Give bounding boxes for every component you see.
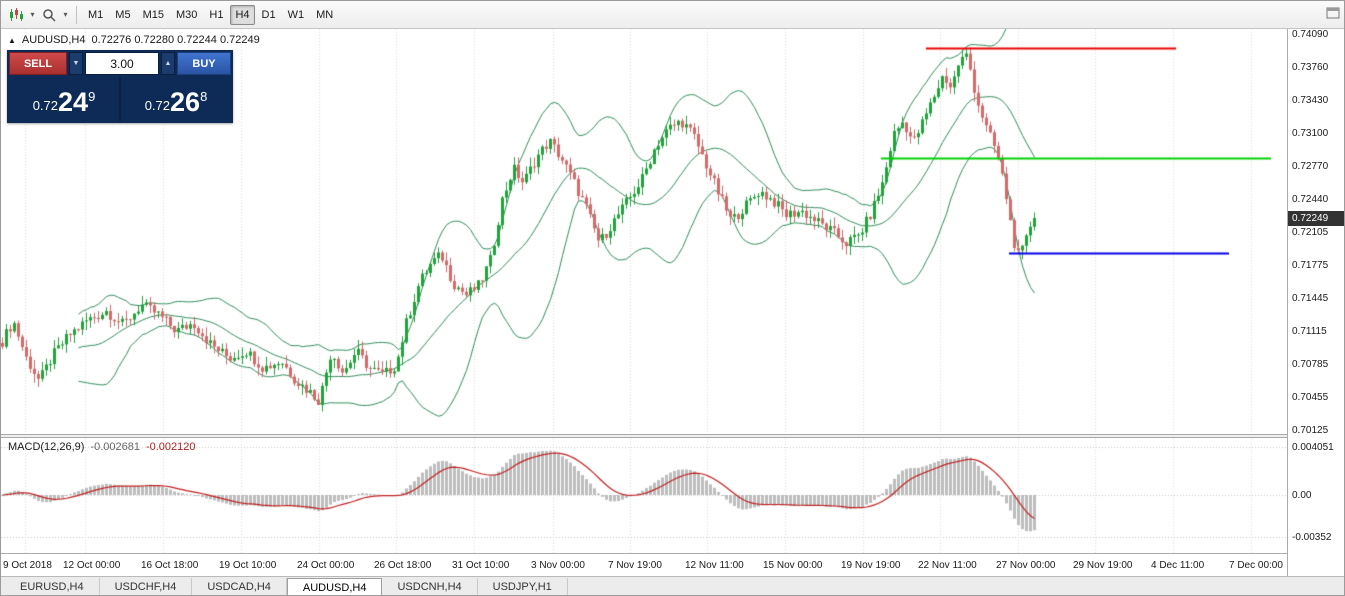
main-chart-area[interactable]: ▲ AUDUSD,H4 0.72276 0.72280 0.72244 0.72…	[1, 29, 1287, 434]
trade-panel-prices: 0.72 24 9 0.72 26 8	[9, 77, 231, 121]
price-axis-label: 0.72105	[1292, 227, 1329, 238]
time-axis[interactable]: 9 Oct 2018 12 Oct 00:00 16 Oct 18:00 19 Oct…	[1, 553, 1287, 576]
time-axis-label: 29 Nov 19:00	[1073, 560, 1133, 571]
macd-header: MACD(12,26,9) -0.002681 -0.002120	[8, 441, 196, 453]
time-axis-label: 26 Oct 18:00	[374, 560, 432, 571]
time-axis-label: 16 Oct 18:00	[141, 560, 199, 571]
window-panel-icon	[1326, 7, 1340, 19]
zoom-dropdown-icon[interactable]: ▾	[63, 10, 68, 19]
price-axis-label: 0.73100	[1292, 128, 1329, 139]
trade-panel-divider	[119, 77, 121, 121]
price-axis-label: 0.72440	[1292, 194, 1329, 205]
price-axis-label: 0.74090	[1292, 29, 1329, 40]
chart-tab-usdjpy-h1[interactable]: USDJPY,H1	[478, 578, 568, 595]
caret-up-icon: ▲	[164, 60, 172, 67]
macd-axis-label: 0.00	[1292, 490, 1312, 501]
indicator-panel-separator[interactable]	[1, 434, 1287, 438]
timeframe-button-d1[interactable]: D1	[261, 8, 276, 21]
time-axis-label: 12 Oct 00:00	[63, 560, 121, 571]
time-axis-label: 27 Nov 00:00	[996, 560, 1056, 571]
symbol-name: AUDUSD,H4	[21, 34, 86, 46]
current-price-badge: 0.72249	[1288, 211, 1344, 226]
price-axis-label: 0.73430	[1292, 95, 1329, 106]
chart-tab-eurusd-h4[interactable]: EURUSD,H4	[5, 578, 100, 595]
price-axis-label: 0.72770	[1292, 161, 1329, 172]
time-axis-label: 12 Nov 11:00	[685, 560, 744, 571]
buy-price-pips: 26	[170, 87, 201, 118]
chart-type-button[interactable]	[5, 4, 27, 26]
price-axis-label: 0.71115	[1292, 326, 1327, 337]
one-click-trade-panel: SELL ▼ 3.00 ▲ BUY 0.72 24 9 0.72 26 8	[7, 50, 233, 123]
zoom-button[interactable]	[38, 4, 60, 26]
sell-price-display: 0.72 24 9	[9, 77, 119, 121]
chart-tab-usdcnh-h4[interactable]: USDCNH,H4	[382, 578, 478, 595]
buy-price-display: 0.72 26 8	[121, 77, 231, 121]
time-axis-label: 9 Oct 2018	[3, 560, 52, 571]
time-axis-label: 15 Nov 00:00	[763, 560, 823, 571]
price-axis-label: 0.70785	[1292, 359, 1329, 370]
time-axis-label: 22 Nov 11:00	[918, 560, 977, 571]
magnifier-icon	[43, 8, 56, 22]
sell-price-base: 0.72	[32, 98, 59, 113]
price-axis-label: 0.71775	[1292, 260, 1329, 271]
macd-panel[interactable]: MACD(12,26,9) -0.002681 -0.002120	[1, 438, 1287, 553]
buy-button[interactable]: BUY	[177, 52, 231, 75]
sell-price-pipette: 9	[88, 89, 96, 104]
volume-input[interactable]: 3.00	[85, 52, 159, 75]
price-axis-label: 0.70125	[1292, 425, 1329, 436]
symbol-marker-icon: ▲	[8, 35, 16, 45]
chart-tab-usdchf-h4[interactable]: USDCHF,H4	[100, 578, 193, 595]
symbol-header: ▲ AUDUSD,H4 0.72276 0.72280 0.72244 0.72…	[8, 34, 260, 46]
chart-type-dropdown-icon[interactable]: ▾	[30, 10, 35, 19]
buy-price-pipette: 8	[200, 89, 208, 104]
time-axis-label: 19 Oct 10:00	[219, 560, 277, 571]
time-axis-label: 31 Oct 10:00	[452, 560, 510, 571]
buy-price-base: 0.72	[144, 98, 171, 113]
sell-button[interactable]: SELL	[9, 52, 67, 75]
price-axis-label: 0.73760	[1292, 62, 1329, 73]
timeframe-button-h1[interactable]: H1	[209, 8, 224, 21]
time-axis-label: 4 Dec 11:00	[1151, 560, 1205, 571]
price-axis-label: 0.70455	[1292, 392, 1329, 403]
caret-down-icon: ▼	[72, 60, 80, 67]
chart-tab-audusd-h4[interactable]: AUDUSD,H4	[286, 578, 383, 595]
volume-decrease-button[interactable]: ▼	[69, 52, 83, 75]
timeframe-button-h4[interactable]: H4	[230, 4, 255, 25]
time-axis-label: 19 Nov 19:00	[841, 560, 901, 571]
macd-name: MACD(12,26,9)	[8, 441, 85, 453]
timeframe-group: M1 M5 M15 M30 H1 H4 D1 W1 MN	[82, 4, 339, 25]
price-axis[interactable]: 0.72249 0.74090 0.73760 0.73430 0.73100 0.72…	[1287, 29, 1344, 576]
macd-canvas[interactable]	[1, 438, 1287, 553]
timeframe-button-m5[interactable]: M5	[115, 8, 131, 21]
macd-signal-value: -0.002120	[145, 441, 196, 453]
macd-axis-label: -0.00352	[1292, 532, 1332, 543]
candlestick-chart-icon	[10, 7, 23, 21]
timeframe-button-m1[interactable]: M1	[88, 8, 104, 21]
chart-toolbar: ▾ ▾ M1 M5 M15 M30 H1 H4 D1 W1 MN	[1, 1, 1344, 29]
time-axis-label: 24 Oct 00:00	[297, 560, 355, 571]
price-axis-label: 0.71445	[1292, 293, 1329, 304]
chart-tab-usdcad-h4[interactable]: USDCAD,H4	[192, 578, 287, 595]
toolbar-separator	[76, 5, 77, 24]
macd-axis-label: 0.004051	[1292, 442, 1334, 453]
timeframe-button-w1[interactable]: W1	[287, 8, 305, 21]
timeframe-button-m30[interactable]: M30	[175, 8, 198, 21]
timeframe-button-m15[interactable]: M15	[142, 8, 164, 21]
tab-bar: EURUSD,H4 USDCHF,H4 USDCAD,H4 AUDUSD,H4 USDC…	[1, 576, 1344, 595]
macd-main-value: -0.002681	[90, 441, 140, 453]
symbol-ohlc-quotes: 0.72276 0.72280 0.72244 0.72249	[91, 34, 260, 46]
trade-panel-controls: SELL ▼ 3.00 ▲ BUY	[9, 52, 231, 75]
time-axis-label: 3 Nov 00:00	[531, 560, 585, 571]
timeframe-button-mn[interactable]: MN	[316, 8, 334, 21]
volume-increase-button[interactable]: ▲	[161, 52, 175, 75]
sell-price-pips: 24	[58, 87, 89, 118]
time-axis-label: 7 Nov 19:00	[608, 560, 662, 571]
time-axis-label: 7 Dec 00:00	[1229, 560, 1283, 571]
docking-button[interactable]	[1326, 6, 1340, 25]
